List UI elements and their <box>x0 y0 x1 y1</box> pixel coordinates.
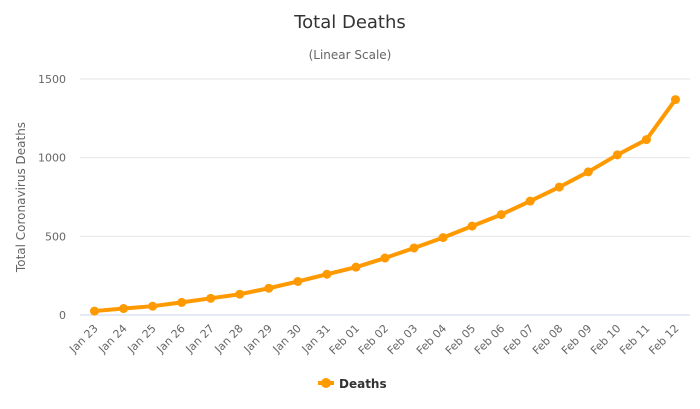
y-tick-label: 500 <box>45 230 66 243</box>
data-point[interactable] <box>380 253 390 263</box>
x-tick-label: Jan 31 <box>299 322 333 356</box>
data-point[interactable] <box>525 196 535 206</box>
x-tick-label: Jan 28 <box>212 322 246 356</box>
data-point[interactable] <box>148 301 158 311</box>
x-tick-label: Feb 10 <box>588 322 623 357</box>
x-tick-label: Feb 09 <box>559 322 594 357</box>
x-tick-label: Feb 06 <box>472 322 507 357</box>
data-point[interactable] <box>264 283 274 293</box>
data-point[interactable] <box>293 276 303 286</box>
data-point[interactable] <box>322 269 332 279</box>
y-axis-ticks: 0 500 1000 1500 <box>38 73 66 322</box>
legend[interactable]: Deaths <box>318 377 387 391</box>
legend-label[interactable]: Deaths <box>339 377 387 391</box>
x-tick-label: Feb 04 <box>414 322 449 357</box>
y-tick-label: 1000 <box>38 152 66 165</box>
data-point[interactable] <box>554 182 564 192</box>
data-point[interactable] <box>351 262 361 272</box>
legend-marker <box>321 378 331 388</box>
y-axis-label: Total Coronavirus Deaths <box>14 122 28 273</box>
chart-title: Total Deaths <box>293 12 406 33</box>
data-point[interactable] <box>670 95 680 105</box>
data-point[interactable] <box>90 306 100 316</box>
x-tick-label: Jan 30 <box>270 322 304 356</box>
data-point[interactable] <box>119 304 129 314</box>
grid <box>80 78 690 237</box>
x-tick-label: Feb 12 <box>646 322 681 357</box>
x-tick-label: Jan 26 <box>154 322 188 356</box>
data-point[interactable] <box>641 135 651 145</box>
data-point[interactable] <box>583 167 593 177</box>
x-tick-label: Jan 23 <box>66 322 100 356</box>
x-tick-label: Jan 25 <box>124 322 158 356</box>
y-tick-label: 1500 <box>38 73 66 86</box>
x-tick-label: Feb 05 <box>443 322 478 357</box>
data-point[interactable] <box>206 293 216 303</box>
series-layer <box>90 95 680 316</box>
x-tick-label: Feb 07 <box>501 322 536 357</box>
x-tick-label: Feb 02 <box>356 322 391 357</box>
y-tick-label: 0 <box>59 309 66 322</box>
data-point[interactable] <box>438 233 448 243</box>
data-point[interactable] <box>496 210 506 220</box>
data-point[interactable] <box>235 289 245 299</box>
x-tick-label: Feb 08 <box>530 322 565 357</box>
x-tick-label: Jan 24 <box>95 322 129 356</box>
x-tick-label: Feb 01 <box>327 322 362 357</box>
x-tick-label: Feb 03 <box>385 322 420 357</box>
data-point[interactable] <box>612 150 622 160</box>
x-tick-label: Jan 27 <box>183 322 217 356</box>
chart-subtitle: (Linear Scale) <box>309 48 392 62</box>
data-point[interactable] <box>409 243 419 253</box>
series-line-deaths <box>92 97 678 314</box>
data-point[interactable] <box>177 297 187 307</box>
data-point[interactable] <box>467 221 477 231</box>
x-tick-label: Jan 29 <box>241 322 275 356</box>
x-tick-label: Feb 11 <box>617 322 652 357</box>
